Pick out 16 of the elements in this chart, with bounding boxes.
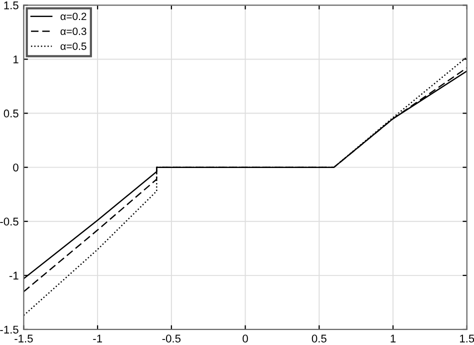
x-tick-label: 0.5 [312, 334, 326, 342]
y-tick-label: -1 [9, 272, 18, 280]
x-tick-label: -0.5 [162, 334, 181, 342]
y-tick-label: 0.5 [4, 110, 18, 118]
x-tick-label: 1.5 [460, 334, 474, 342]
y-tick-label: 1.5 [4, 2, 18, 10]
y-tick-label: -0.5 [0, 218, 18, 226]
x-tick-label: 1 [390, 334, 396, 342]
y-tick-label: -1.5 [0, 326, 18, 334]
legend-label: α=0.3 [60, 28, 86, 36]
legend-label: α=0.2 [60, 12, 86, 20]
x-tick-label: -1 [93, 334, 102, 342]
legend-label: α=0.5 [60, 42, 86, 50]
y-tick-label: 0 [13, 164, 18, 172]
x-tick-label: 0 [242, 334, 248, 342]
y-tick-label: 1 [14, 56, 18, 64]
